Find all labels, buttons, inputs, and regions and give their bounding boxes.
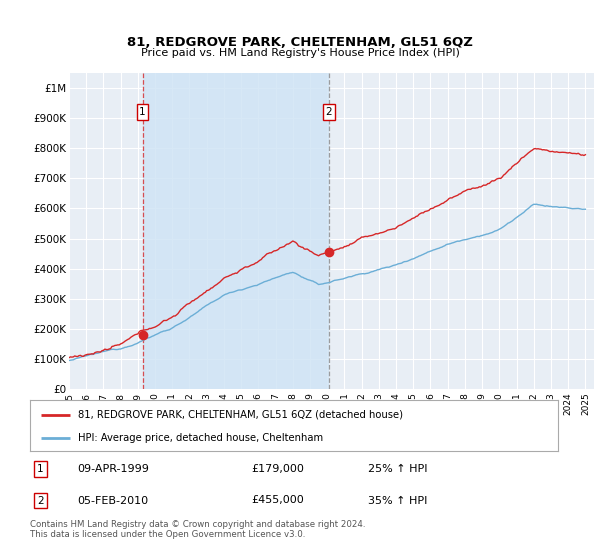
- Text: 2: 2: [37, 496, 44, 506]
- Text: 1: 1: [37, 464, 44, 474]
- Text: £179,000: £179,000: [252, 464, 305, 474]
- Text: Contains HM Land Registry data © Crown copyright and database right 2024.
This d: Contains HM Land Registry data © Crown c…: [30, 520, 365, 539]
- Text: 05-FEB-2010: 05-FEB-2010: [77, 496, 149, 506]
- Text: 25% ↑ HPI: 25% ↑ HPI: [368, 464, 427, 474]
- Text: Price paid vs. HM Land Registry's House Price Index (HPI): Price paid vs. HM Land Registry's House …: [140, 48, 460, 58]
- Text: 1: 1: [139, 107, 146, 117]
- Text: 09-APR-1999: 09-APR-1999: [77, 464, 149, 474]
- Text: HPI: Average price, detached house, Cheltenham: HPI: Average price, detached house, Chel…: [77, 433, 323, 443]
- Text: 35% ↑ HPI: 35% ↑ HPI: [368, 496, 427, 506]
- Text: 81, REDGROVE PARK, CHELTENHAM, GL51 6QZ (detached house): 81, REDGROVE PARK, CHELTENHAM, GL51 6QZ …: [77, 409, 403, 419]
- Bar: [143, 73, 329, 389]
- Text: 2: 2: [325, 107, 332, 117]
- Text: £455,000: £455,000: [252, 496, 305, 506]
- Text: 81, REDGROVE PARK, CHELTENHAM, GL51 6QZ: 81, REDGROVE PARK, CHELTENHAM, GL51 6QZ: [127, 35, 473, 49]
